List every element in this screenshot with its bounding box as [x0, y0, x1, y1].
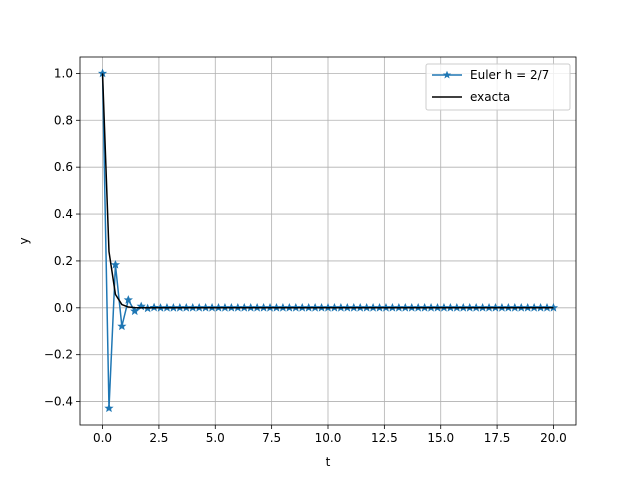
data-point-euler — [104, 403, 114, 413]
x-tick-label: 0.0 — [93, 431, 112, 445]
series-line-exacta — [101, 73, 554, 309]
x-tick-label: 10.0 — [315, 431, 342, 445]
x-tick-label: 2.5 — [149, 431, 168, 445]
x-axis-label: t — [326, 455, 331, 469]
legend: Euler h = 2/7 exacta — [425, 63, 571, 111]
x-axis-ticks: 0.0 2.5 5.0 7.5 10.0 12.5 15.0 17.5 20.0 — [93, 425, 567, 445]
x-tick-label: 12.5 — [371, 431, 398, 445]
y-axis-ticks: −0.4 −0.2 0.0 0.2 0.4 0.6 0.8 1.0 — [44, 66, 80, 409]
y-tick-label: 0.0 — [54, 301, 73, 315]
y-axis-label: y — [17, 237, 31, 244]
y-tick-label: 0.6 — [54, 160, 73, 174]
data-point-euler — [130, 306, 140, 316]
y-tick-label: 1.0 — [54, 66, 73, 80]
legend-label-euler: Euler h = 2/7 — [470, 68, 549, 82]
x-tick-label: 5.0 — [206, 431, 225, 445]
x-tick-label: 15.0 — [427, 431, 454, 445]
data-point-euler — [123, 295, 133, 304]
x-tick-label: 20.0 — [540, 431, 567, 445]
legend-star-marker — [442, 70, 452, 79]
y-tick-label: −0.4 — [44, 395, 73, 409]
data-point-euler — [117, 321, 127, 331]
x-tick-label: 17.5 — [484, 431, 511, 445]
series-layer — [97, 68, 559, 413]
x-tick-label: 7.5 — [262, 431, 281, 445]
data-point-euler — [110, 259, 121, 269]
y-tick-label: 0.2 — [54, 254, 73, 268]
y-tick-label: 0.4 — [54, 207, 73, 221]
y-tick-label: −0.2 — [44, 348, 73, 362]
y-tick-label: 0.8 — [54, 113, 73, 127]
legend-label-exacta: exacta — [470, 90, 510, 104]
